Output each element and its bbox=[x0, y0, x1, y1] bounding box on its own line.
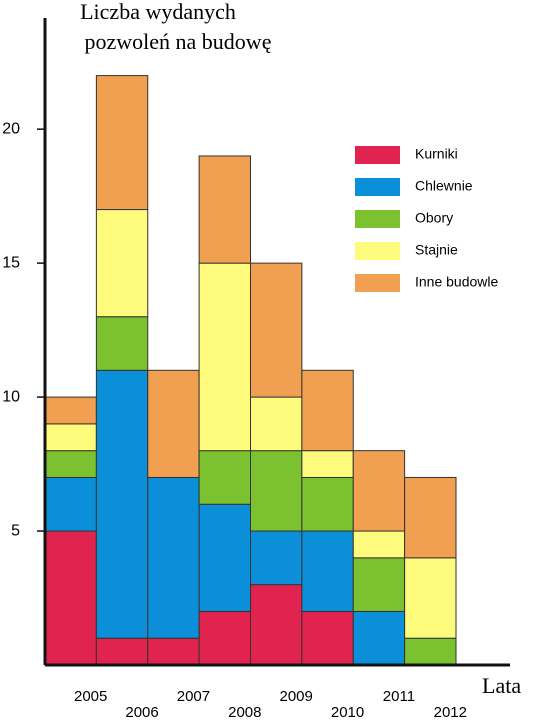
legend-label: Stajnie bbox=[415, 242, 458, 258]
bar-segment bbox=[301, 530, 354, 612]
legend-swatch bbox=[355, 242, 400, 260]
bar-segment bbox=[147, 476, 200, 639]
bar-segment bbox=[198, 450, 251, 505]
bar-segment bbox=[301, 369, 354, 452]
legend-swatch bbox=[355, 146, 400, 164]
bar-segment bbox=[95, 316, 149, 371]
legend-label: Inne budowle bbox=[415, 274, 499, 290]
chart-title-line: pozwoleń na budowę bbox=[85, 29, 272, 54]
x-axis-label: Lata bbox=[482, 673, 521, 698]
bar-segment bbox=[198, 155, 251, 264]
x-tick-label: 2009 bbox=[280, 688, 313, 705]
x-tick-label: 2011 bbox=[383, 688, 415, 705]
legend-label: Kurniki bbox=[415, 146, 458, 162]
bar-segment bbox=[250, 262, 303, 398]
x-tick-label: 2006 bbox=[125, 704, 158, 720]
bar-segment bbox=[404, 637, 457, 666]
x-tick-label: 2005 bbox=[74, 688, 107, 705]
chart-title-line: Liczba wydanych bbox=[80, 0, 236, 24]
legend-label: Chlewnie bbox=[415, 178, 473, 194]
bar-segment bbox=[198, 610, 251, 666]
bar-segment bbox=[250, 530, 303, 586]
y-tick-label: 15 bbox=[2, 254, 20, 271]
bar-segment bbox=[352, 610, 406, 666]
bar-segment bbox=[352, 530, 406, 559]
bar-segment bbox=[95, 369, 149, 639]
x-tick-label: 2010 bbox=[331, 704, 364, 720]
bar-segment bbox=[250, 396, 303, 452]
bar-segment bbox=[95, 75, 149, 211]
y-tick-label: 5 bbox=[11, 522, 20, 539]
x-tick-label: 2008 bbox=[228, 704, 261, 720]
bar-segment bbox=[301, 450, 354, 478]
bar-segment bbox=[404, 557, 457, 639]
legend-label: Obory bbox=[415, 210, 453, 226]
bar-segment bbox=[250, 450, 303, 532]
x-tick-label: 2012 bbox=[434, 704, 467, 720]
bar-segment bbox=[44, 396, 97, 425]
bar-segment bbox=[198, 262, 251, 452]
legend-swatch bbox=[355, 210, 400, 228]
bar-segment bbox=[44, 450, 97, 478]
bar-segment bbox=[404, 476, 457, 559]
x-tick-label: 2007 bbox=[177, 688, 210, 705]
y-tick-label: 10 bbox=[2, 388, 20, 405]
bar-segment bbox=[44, 476, 97, 532]
bar-segment bbox=[352, 557, 406, 612]
bar-segment bbox=[352, 450, 406, 532]
bar-segment bbox=[95, 209, 149, 318]
bar-segment bbox=[198, 503, 251, 612]
bar-segment bbox=[147, 369, 200, 478]
bar-segment bbox=[44, 530, 97, 666]
bar-segment bbox=[250, 584, 303, 666]
bar-segment bbox=[301, 476, 354, 532]
bar-segment bbox=[147, 637, 200, 666]
bar-segment bbox=[301, 610, 354, 666]
bar-segment bbox=[95, 637, 149, 666]
legend-swatch bbox=[355, 178, 400, 196]
legend-swatch bbox=[355, 274, 400, 292]
bar-segment bbox=[44, 423, 97, 452]
y-tick-label: 20 bbox=[2, 120, 20, 137]
